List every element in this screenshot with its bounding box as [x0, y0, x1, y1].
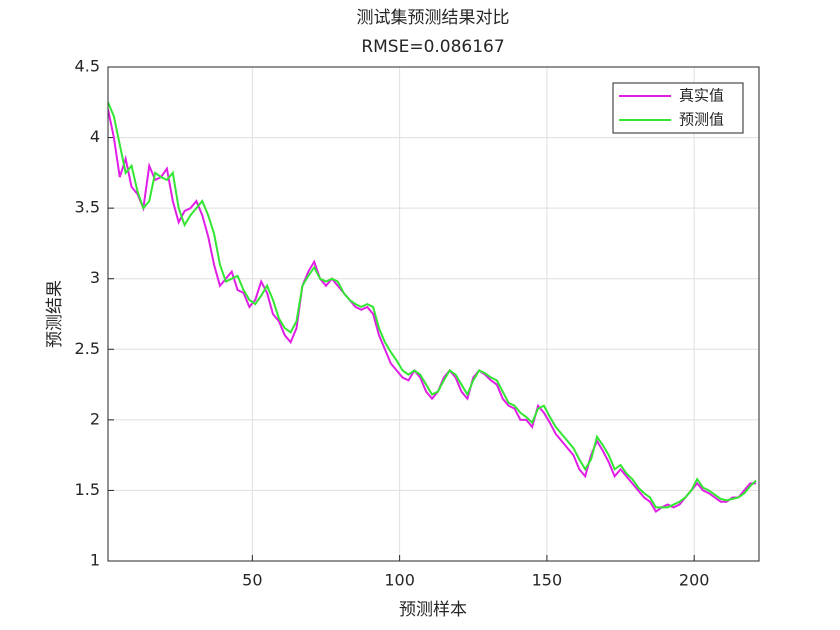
legend-label: 真实值: [679, 87, 724, 105]
x-tick-label: 50: [242, 571, 262, 590]
y-tick-label: 3.5: [75, 198, 100, 217]
x-tick-label: 200: [679, 571, 710, 590]
y-tick-label: 4.5: [75, 57, 100, 76]
x-tick-label: 150: [532, 571, 563, 590]
y-tick-label: 4: [90, 127, 100, 146]
chart-title: 测试集预测结果对比: [357, 8, 510, 28]
data-line: [108, 109, 757, 514]
chart-subtitle: RMSE=0.086167: [361, 37, 504, 57]
y-tick-label: 2: [90, 409, 100, 428]
legend-label: 预测值: [679, 111, 724, 129]
x-tick-label: 100: [384, 571, 415, 590]
data-line: [108, 101, 757, 509]
x-axis-label: 预测样本: [399, 600, 467, 620]
y-tick-label: 1.5: [75, 480, 100, 499]
y-axis-label: 预测结果: [45, 280, 65, 348]
axes-box: [107, 66, 760, 562]
y-tick-label: 3: [90, 268, 100, 287]
legend-box: [612, 82, 744, 134]
y-tick-label: 2.5: [75, 339, 100, 358]
y-tick-label: 1: [90, 551, 100, 570]
plot-area: [108, 67, 759, 561]
